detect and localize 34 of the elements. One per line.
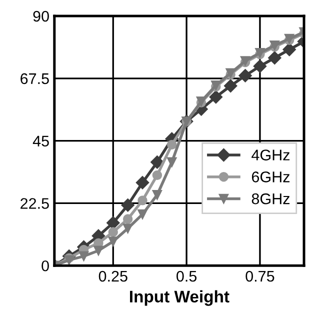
x-tick-label: 0.75 — [246, 270, 274, 282]
point — [209, 90, 222, 104]
point — [138, 196, 148, 206]
point — [106, 216, 120, 230]
point — [78, 251, 89, 262]
point — [238, 69, 252, 82]
x-tick-label: 0.5 — [176, 270, 197, 282]
legend-label: 8GHz — [252, 193, 290, 204]
point — [166, 140, 177, 150]
point — [224, 79, 238, 92]
point — [122, 224, 133, 234]
point — [268, 51, 282, 64]
y-tick-label: 45 — [32, 136, 49, 146]
point — [136, 176, 150, 190]
point — [108, 236, 118, 246]
point — [108, 227, 118, 237]
y-tick-label: 67.5 — [20, 73, 49, 84]
y-tick-label: 0 — [42, 260, 49, 272]
point — [150, 156, 164, 169]
point — [253, 60, 267, 73]
point — [121, 198, 134, 212]
legend-label: 4GHz — [252, 150, 290, 160]
x-axis-title: Input Weight — [130, 290, 230, 306]
point — [152, 170, 162, 180]
point — [94, 246, 104, 256]
y-tick-label: 90 — [33, 10, 49, 22]
y-tick-label: 22.5 — [20, 198, 49, 209]
point — [138, 209, 148, 220]
legend-label: 6GHz — [252, 172, 290, 182]
point — [282, 42, 296, 56]
x-tick-label: 0.25 — [98, 270, 128, 282]
point — [152, 190, 162, 200]
point — [166, 157, 177, 168]
point — [122, 214, 133, 224]
